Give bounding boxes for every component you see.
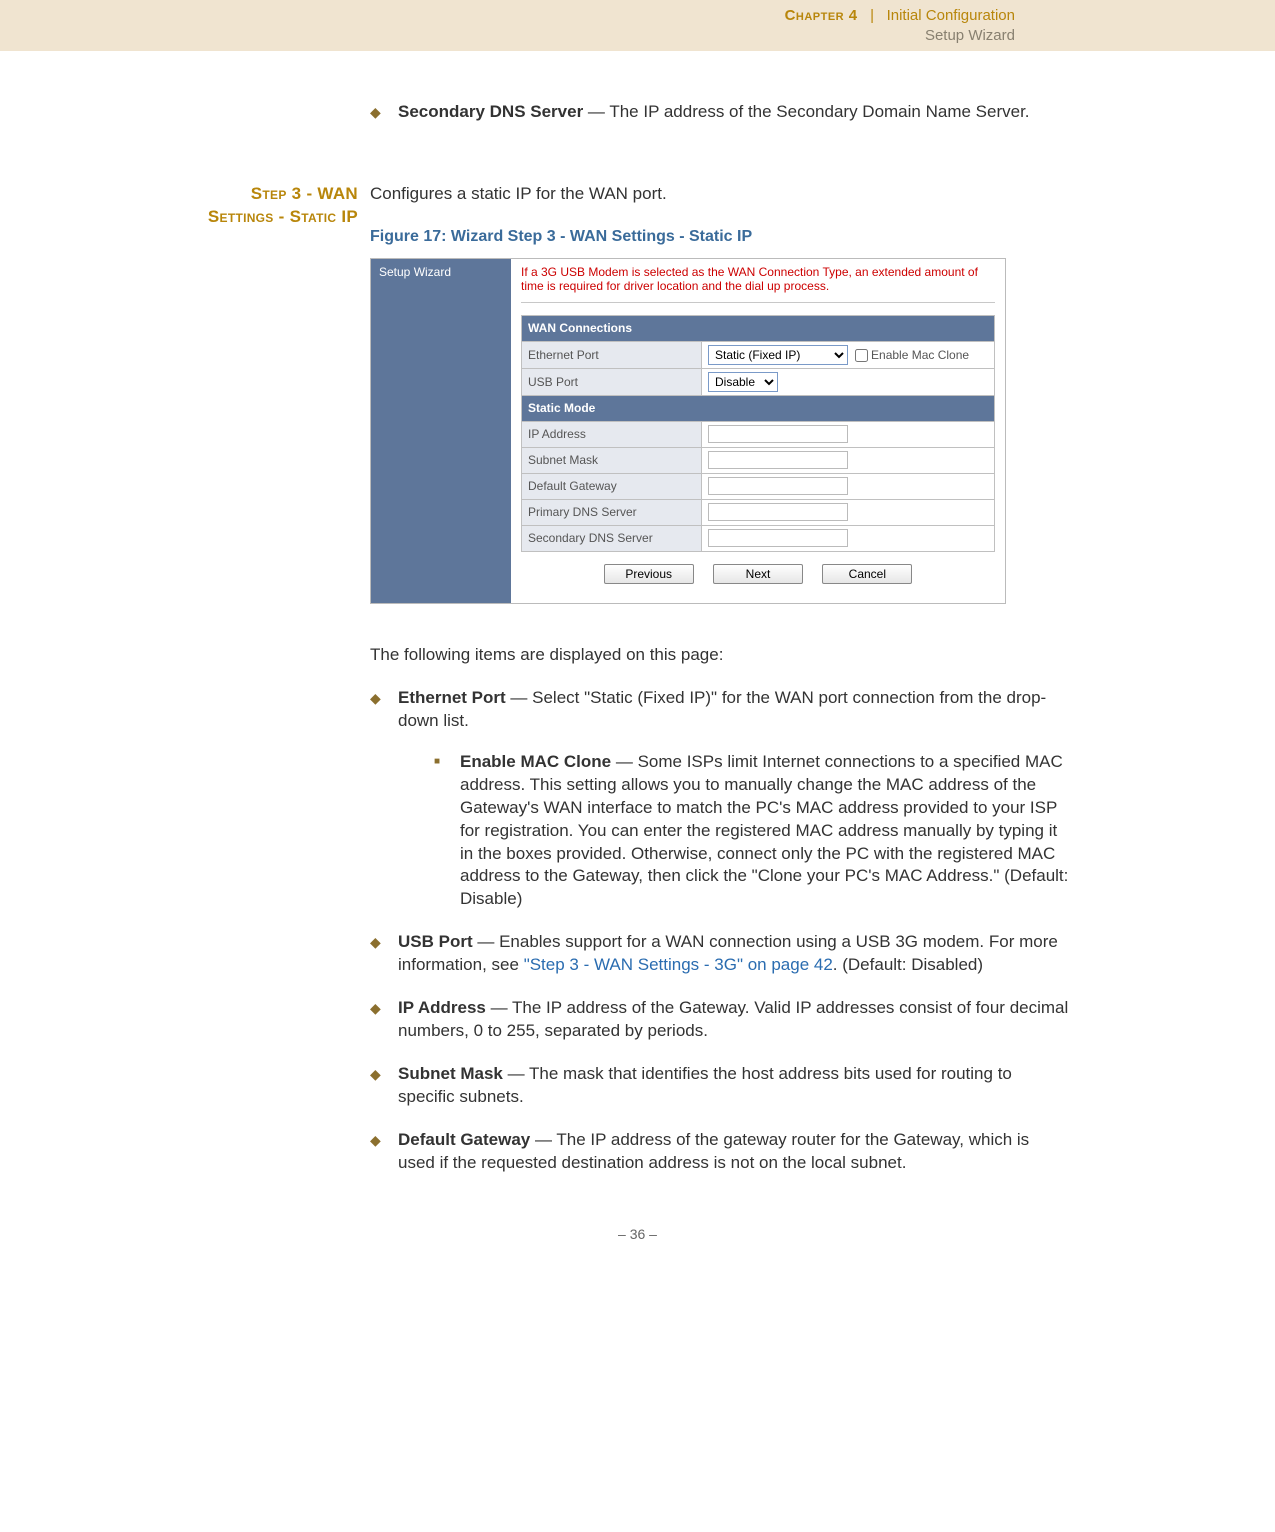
term-subnet-mask: Subnet Mask [398, 1064, 503, 1083]
list-item: ◆ IP Address — The IP address of the Gat… [370, 997, 1070, 1043]
diamond-bullet-icon: ◆ [370, 1063, 398, 1109]
page-number: – 36 – [100, 1225, 1175, 1244]
term-ethernet-port: Ethernet Port [398, 688, 506, 707]
default-gateway-input[interactable] [708, 477, 848, 495]
subnet-mask-label: Subnet Mask [522, 447, 702, 473]
usb-port-select[interactable]: Disable [708, 372, 778, 392]
chapter-title: Initial Configuration [887, 7, 1015, 24]
ip-address-input[interactable] [708, 425, 848, 443]
chapter-separator: | [862, 7, 883, 24]
chapter-label: Chapter 4 [785, 7, 858, 24]
previous-button[interactable]: Previous [604, 564, 694, 584]
ethernet-port-select[interactable]: Static (Fixed IP) [708, 345, 848, 365]
secondary-dns-input[interactable] [708, 529, 848, 547]
list-item: ◆ Default Gateway — The IP address of th… [370, 1129, 1070, 1175]
desc-ip-address: — The IP address of the Gateway. Valid I… [398, 998, 1068, 1040]
diamond-bullet-icon: ◆ [370, 101, 398, 124]
wizard-divider [521, 302, 995, 303]
diamond-bullet-icon: ◆ [370, 997, 398, 1043]
desc-usb-port-post: . (Default: Disabled) [833, 955, 983, 974]
term-enable-mac-clone: Enable MAC Clone [460, 752, 611, 771]
term-usb-port: USB Port [398, 932, 473, 951]
cancel-button[interactable]: Cancel [822, 564, 912, 584]
wizard-warning-text: If a 3G USB Modem is selected as the WAN… [521, 265, 995, 294]
followup-text: The following items are displayed on thi… [370, 644, 1070, 667]
ethernet-port-label: Ethernet Port [522, 341, 702, 368]
diamond-bullet-icon: ◆ [370, 687, 398, 911]
diamond-bullet-icon: ◆ [370, 1129, 398, 1175]
wizard-sidebar: Setup Wizard [371, 259, 511, 603]
diamond-bullet-icon: ◆ [370, 931, 398, 977]
ip-address-label: IP Address [522, 421, 702, 447]
default-gateway-label: Default Gateway [522, 473, 702, 499]
term-default-gateway: Default Gateway [398, 1130, 530, 1149]
chapter-subtitle: Setup Wizard [925, 27, 1015, 44]
section-intro-text: Configures a static IP for the WAN port. [370, 183, 1070, 206]
list-item: ◆ USB Port — Enables support for a WAN c… [370, 931, 1070, 977]
figure-caption: Figure 17: Wizard Step 3 - WAN Settings … [370, 226, 1070, 248]
enable-mac-clone-checkbox[interactable] [855, 349, 868, 362]
desc-secondary-dns: — The IP address of the Secondary Domain… [583, 102, 1029, 121]
list-item: ◆ Ethernet Port — Select "Static (Fixed … [370, 687, 1070, 911]
static-mode-header: Static Mode [522, 395, 995, 421]
section-heading-line2: Settings - Static IP [100, 206, 358, 229]
desc-enable-mac-clone: — Some ISPs limit Internet connections t… [460, 752, 1068, 909]
list-item: ◆ Secondary DNS Server — The IP address … [370, 101, 1070, 124]
wan-connections-header: WAN Connections [522, 315, 995, 341]
subnet-mask-input[interactable] [708, 451, 848, 469]
primary-dns-input[interactable] [708, 503, 848, 521]
next-button[interactable]: Next [713, 564, 803, 584]
page-header: Chapter 4 | Initial Configuration Setup … [0, 0, 1275, 51]
sub-list-item: ■ Enable MAC Clone — Some ISPs limit Int… [434, 751, 1070, 912]
wizard-sidebar-label: Setup Wizard [379, 265, 451, 279]
term-secondary-dns: Secondary DNS Server [398, 102, 583, 121]
secondary-dns-label: Secondary DNS Server [522, 525, 702, 551]
wizard-table: WAN Connections Ethernet Port Static (Fi… [521, 315, 995, 552]
list-item: ◆ Subnet Mask — The mask that identifies… [370, 1063, 1070, 1109]
enable-mac-clone-label: Enable Mac Clone [871, 348, 969, 362]
wizard-screenshot: Setup Wizard If a 3G USB Modem is select… [370, 258, 1006, 604]
primary-dns-label: Primary DNS Server [522, 499, 702, 525]
section-heading-line1: Step 3 - WAN [100, 183, 358, 206]
usb-port-label: USB Port [522, 368, 702, 395]
term-ip-address: IP Address [398, 998, 486, 1017]
cross-reference-link[interactable]: "Step 3 - WAN Settings - 3G" on page 42 [524, 955, 833, 974]
square-bullet-icon: ■ [434, 751, 460, 912]
